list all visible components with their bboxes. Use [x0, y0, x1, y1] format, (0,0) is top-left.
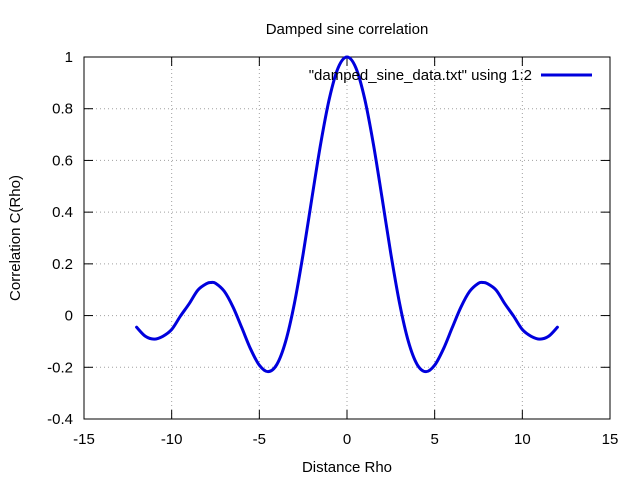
x-tick-label: 0: [343, 431, 351, 448]
y-axis-label: Correlation C(Rho): [7, 175, 24, 301]
y-tick-label: 1: [65, 49, 73, 66]
x-tick-label: 15: [602, 431, 619, 448]
legend-label: "damped_sine_data.txt" using 1:2: [309, 67, 532, 84]
x-axis-label: Distance Rho: [302, 459, 392, 476]
grid-lines: [84, 57, 610, 419]
y-tick-label: 0.8: [52, 101, 73, 118]
y-tick-label: -0.4: [47, 411, 73, 428]
y-tick-label: -0.2: [47, 359, 73, 376]
x-tick-label: 5: [430, 431, 438, 448]
series-layer: [135, 55, 559, 374]
y-tick-label: 0.4: [52, 204, 73, 221]
y-tick-label: 0.2: [52, 256, 73, 273]
axis-ticks: [83, 56, 611, 420]
y-tick-label: 0: [65, 308, 73, 325]
series-line: [135, 55, 559, 374]
x-tick-label: -15: [73, 431, 95, 448]
y-tick-labels: -0.4 -0.2 0 0.2 0.4 0.6 0.8 1: [47, 49, 73, 428]
legend: "damped_sine_data.txt" using 1:2: [309, 67, 592, 84]
x-tick-labels: -15 -10 -5 0 5 10 15: [73, 431, 618, 448]
chart-title: Damped sine correlation: [266, 21, 429, 38]
y-tick-label: 0.6: [52, 152, 73, 169]
x-tick-label: -10: [161, 431, 183, 448]
x-tick-label: -5: [253, 431, 266, 448]
x-tick-label: 10: [514, 431, 531, 448]
